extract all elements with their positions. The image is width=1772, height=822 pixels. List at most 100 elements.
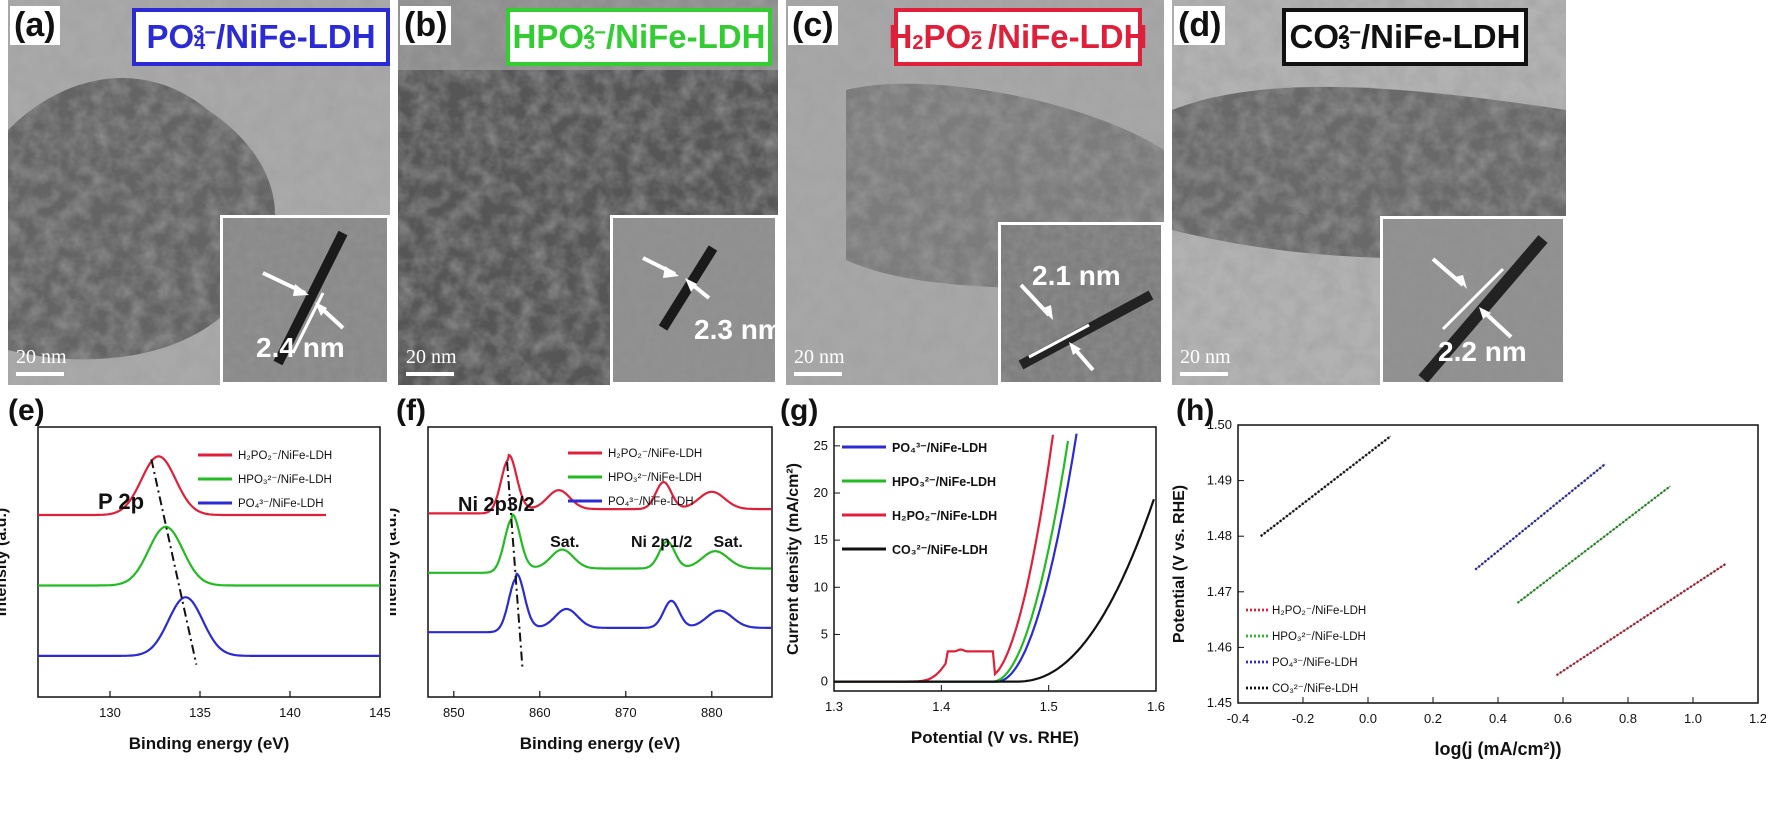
- y-axis-label: Intensity (a.u.): [390, 508, 400, 616]
- y-tick-label: 15: [814, 532, 828, 547]
- scale-bar-c: [794, 372, 842, 376]
- legend-label-1: HPO₃²⁻/NiFe-LDH: [1272, 631, 1366, 643]
- thickness-label-a: 2.4 nm: [256, 332, 345, 363]
- y-tick-label: 1.45: [1207, 695, 1232, 710]
- thickness-label-d: 2.2 nm: [1438, 336, 1527, 367]
- annotation-ni2p12: Ni 2p1/2: [631, 534, 692, 551]
- x-tick-label: 1.3: [825, 699, 843, 714]
- x-tick-label: 1.0: [1684, 711, 1702, 726]
- y-tick-label: 1.49: [1207, 473, 1232, 488]
- legend-label-1: HPO₃²⁻/NiFe-LDH: [238, 474, 332, 486]
- inset-b: [610, 215, 778, 385]
- series-line-3: [834, 498, 1155, 683]
- species-rest-b: /NiFe-LDH: [605, 18, 766, 55]
- chart-label-f: (f): [396, 394, 426, 427]
- species-sub2-c: 2: [971, 31, 983, 54]
- thickness-label-c: 2.1 nm: [1032, 260, 1121, 291]
- tem-panel-d: (d) CO 3 2−/NiFe-LDH 2.2 nm 20 nm: [1172, 0, 1566, 385]
- legend-label-2: PO₄³⁻/NiFe-LDH: [238, 498, 324, 510]
- y-tick-label: 1.47: [1207, 584, 1232, 599]
- plot-frame: [427, 426, 773, 698]
- chart-f-svg: Binding energy (eV) Intensity (a.u.) 850 86…: [383, 426, 773, 753]
- panel-label-c: (c): [788, 6, 838, 45]
- annotation-sat-2: Sat.: [714, 534, 743, 551]
- y-axis-label: Current density (mA/cm²): [785, 463, 802, 655]
- series-line-2: [834, 434, 1055, 683]
- chart-h-svg: -0.4 -0.2 0.0 0.2 0.4 0.6 0.8 1.0 1.2 1.45 1.46 1.4…: [1171, 417, 1767, 759]
- legend-label-0: PO₄³⁻/NiFe-LDH: [892, 441, 987, 455]
- y-tick-label: 1.48: [1207, 528, 1232, 543]
- species-text-d: CO: [1289, 18, 1340, 55]
- series-line-0: [428, 453, 772, 515]
- species-sub-d: 3: [1339, 31, 1351, 54]
- legend-label-2: PO₄³⁻/NiFe-LDH: [1272, 657, 1358, 669]
- chart-f: Binding energy (eV) Intensity (a.u.) 850 86…: [383, 385, 776, 817]
- annotation-p2p: P 2p: [98, 489, 144, 514]
- scale-text-d: 20 nm: [1180, 346, 1231, 368]
- x-tick-label: 135: [189, 705, 211, 720]
- legend-label-3: CO₃²⁻/NiFe-LDH: [1272, 683, 1358, 695]
- species-box-c: H 2 PO 2−/NiFe-LDH: [889, 8, 1147, 66]
- scale-text-c: 20 nm: [794, 346, 845, 368]
- tem-panel-a: (a) PO 4 3−/NiFe-LDH 2.4 nm 20 nm: [8, 0, 390, 385]
- series-fit-3: [1260, 435, 1391, 537]
- y-tick-label: 20: [814, 485, 828, 500]
- chart-g-svg: 1.3 1.4 1.5 1.6 0 5 10 15 20 25 Potential (V vs. R…: [785, 426, 1165, 747]
- species-box-d: CO 3 2−/NiFe-LDH: [1282, 8, 1528, 66]
- x-axis-label: log(j (mA/cm²)): [1435, 739, 1562, 759]
- series-line-0: [834, 433, 1078, 683]
- x-tick-label: 870: [615, 705, 637, 720]
- series-line-0: [38, 455, 326, 517]
- species-box-a: PO 4 3−/NiFe-LDH: [132, 8, 390, 66]
- x-axis-label: Potential (V vs. RHE): [911, 728, 1079, 747]
- x-tick-label: 140: [279, 705, 301, 720]
- x-axis-label: Binding energy (eV): [520, 734, 681, 753]
- species-text-a: PO: [146, 18, 195, 55]
- species-sup-c: −: [970, 21, 982, 44]
- inset-d: [1380, 216, 1566, 385]
- peak-shift-guide: [506, 462, 524, 671]
- x-tick-label: 1.4: [932, 699, 950, 714]
- x-tick-label: 880: [701, 705, 723, 720]
- inset-c: [998, 222, 1164, 385]
- annotation-sat-1: Sat.: [550, 534, 579, 551]
- y-axis-label: Potential (V vs. RHE): [1171, 485, 1188, 643]
- series-fit-1: [1517, 485, 1671, 604]
- x-tick-label: 0.0: [1359, 711, 1377, 726]
- x-tick-label: 130: [99, 705, 121, 720]
- chart-g: 1.3 1.4 1.5 1.6 0 5 10 15 20 25 Potential (V vs. R…: [776, 385, 1166, 817]
- species-sub-a: 4: [194, 31, 206, 54]
- x-axis-label: Binding energy (eV): [129, 734, 290, 753]
- panel-label-a: (a): [10, 6, 60, 45]
- legend-label-0: H₂PO₂⁻/NiFe-LDH: [1272, 605, 1366, 617]
- plot-frame: [37, 426, 381, 698]
- legend-label-3: CO₃²⁻/NiFe-LDH: [892, 543, 988, 557]
- x-tick-label: 0.4: [1489, 711, 1507, 726]
- species-sub-c: 2: [912, 31, 924, 54]
- chart-e-svg: Binding energy (eV) Intensity (a.u.) 130 13…: [0, 426, 391, 753]
- scale-text-b: 20 nm: [406, 346, 457, 368]
- species-text-c: H: [888, 18, 913, 55]
- chart-label-g: (g): [780, 394, 819, 427]
- chart-label-h: (h): [1176, 394, 1215, 427]
- plot-frame: [833, 426, 1157, 692]
- species-sup-b: 2−: [583, 21, 606, 44]
- x-tick-label: 860: [529, 705, 551, 720]
- y-tick-label: 5: [821, 626, 828, 641]
- annotation-ni2p32: Ni 2p3/2: [458, 494, 535, 516]
- x-tick-label: 145: [369, 705, 390, 720]
- legend-label-1: HPO₃²⁻/NiFe-LDH: [892, 475, 996, 489]
- tem-panel-c: (c) H 2 PO 2−/NiFe-LDH 2.1 nm 20 nm: [786, 0, 1164, 385]
- scale-bar-b: [406, 372, 454, 376]
- y-tick-label: 1.46: [1207, 639, 1232, 654]
- x-tick-label: 0.8: [1619, 711, 1637, 726]
- species-sub-b: 3: [584, 31, 596, 54]
- scale-bar-a: [16, 372, 64, 376]
- panel-label-d: (d): [1174, 6, 1226, 45]
- legend-label-1: HPO₃²⁻/NiFe-LDH: [608, 472, 702, 484]
- inset-a: [220, 215, 390, 385]
- species-text-b: HPO: [512, 18, 585, 55]
- chart-e: Binding energy (eV) Intensity (a.u.) 130 13…: [0, 385, 391, 817]
- y-axis-label: Intensity (a.u.): [0, 508, 10, 616]
- species-rest-c: /NiFe-LDH: [987, 18, 1148, 55]
